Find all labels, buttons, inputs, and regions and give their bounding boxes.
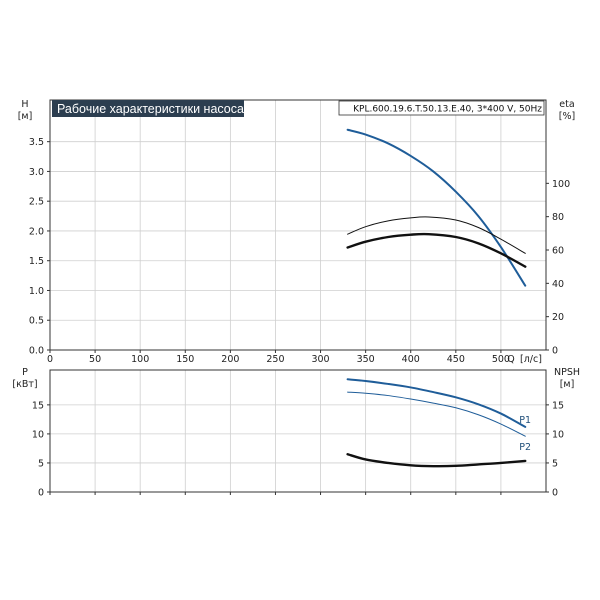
pump-model-label: KPL.600.19.6.T.50.13.E.40, 3*400 V, 50Hz (353, 105, 542, 115)
bottom-curve-p1 (346, 378, 527, 428)
top-y-left-tick-label: 2.0 (29, 226, 44, 237)
bottom-grid (49, 370, 546, 495)
top-y-right-tick-label: 100 (552, 179, 570, 190)
bottom-y-right-tick-label: 10 (552, 429, 564, 440)
power-axis-label: P (22, 367, 28, 378)
x-tick-label: 250 (266, 354, 284, 365)
top-y-right-tick-label: 80 (552, 212, 564, 223)
x-tick-label: 100 (131, 354, 149, 365)
y-right-axis-unit: [%] (559, 111, 575, 122)
power-npsh-panel: 0 5 10 15 0 5 10 15 P1 P2 P [кВт] NPSH [м] (12, 367, 580, 499)
top-y-left-tick-label: 3.5 (29, 137, 44, 148)
chart-title: Рабочие характеристики насоса (57, 102, 244, 116)
top-curve-2 (347, 216, 526, 254)
bottom-y-right-ticks: 0 5 10 15 (546, 400, 564, 499)
x-tick-label: 50 (89, 354, 101, 365)
top-grid (50, 100, 546, 350)
head-efficiency-panel: 0 50 100 150 200 250 300 350 400 450 500 0.00.51.0… (18, 99, 576, 365)
npsh-axis-label: NPSH (554, 367, 580, 378)
top-curve-3 (346, 232, 527, 268)
bottom-y-right-tick-label: 0 (552, 488, 558, 499)
y-right-axis-label: eta (559, 99, 574, 110)
top-y-right-tick-label: 0 (552, 346, 558, 357)
x-axis-unit: [л/с] (520, 354, 542, 365)
top-plot-frame (49, 99, 547, 351)
top-y-left-tick-label: 0.5 (29, 316, 44, 327)
top-y-left-ticks: 0.0 0.5 1.0 1.5 2.0 2.5 3.0 3.5 (29, 137, 50, 357)
top-y-right-tick-label: 20 (552, 312, 564, 323)
x-tick-label: 200 (221, 354, 239, 365)
x-tick-label: 500 (492, 354, 510, 365)
x-tick-label: 300 (311, 354, 329, 365)
bottom-plot-frame (49, 369, 547, 493)
x-tick-label: 450 (447, 354, 465, 365)
bottom-y-left-tick-label: 0 (38, 488, 44, 499)
top-x-ticks: 0 50 100 150 200 250 300 350 400 450 500 (47, 350, 510, 365)
bottom-y-left-tick-label: 5 (38, 458, 44, 469)
bottom-y-left-ticks: 0 5 10 15 (32, 400, 50, 499)
x-tick-label: 150 (176, 354, 194, 365)
bottom-curves (346, 378, 527, 468)
top-y-left-tick-label: 3.0 (29, 167, 44, 178)
bottom-curve-3 (346, 453, 527, 468)
x-tick-label: 0 (47, 354, 53, 365)
power-axis-unit: [кВт] (12, 379, 37, 390)
series-label-p2: P2 (519, 442, 531, 453)
bottom-series-labels: P1 P2 (519, 415, 531, 453)
series-label-p1: P1 (519, 415, 531, 426)
top-y-right-tick-label: 60 (552, 246, 564, 257)
top-curve-1 (346, 128, 527, 287)
x-tick-label: 350 (357, 354, 375, 365)
bottom-y-left-tick-label: 15 (32, 400, 44, 411)
top-y-left-tick-label: 1.0 (29, 286, 44, 297)
top-y-left-tick-label: 0.0 (29, 346, 44, 357)
npsh-axis-unit: [м] (560, 379, 575, 390)
top-y-right-tick-label: 40 (552, 279, 564, 290)
bottom-curve-p2 (347, 391, 526, 437)
y-left-axis-unit: [м] (18, 111, 33, 122)
y-left-axis-label: H (21, 99, 28, 110)
top-y-left-tick-label: 1.5 (29, 256, 44, 267)
bottom-y-right-tick-label: 5 (552, 458, 558, 469)
top-y-right-ticks: 0 20 40 60 80 100 (546, 179, 570, 357)
bottom-y-right-tick-label: 15 (552, 400, 564, 411)
top-y-left-tick-label: 2.5 (29, 197, 44, 208)
chart-title-box (52, 100, 244, 117)
bottom-y-left-tick-label: 10 (32, 429, 44, 440)
top-curves (346, 128, 527, 287)
x-tick-label: 400 (402, 354, 420, 365)
x-axis-label: Q (507, 354, 514, 365)
pump-model-box (338, 100, 545, 116)
